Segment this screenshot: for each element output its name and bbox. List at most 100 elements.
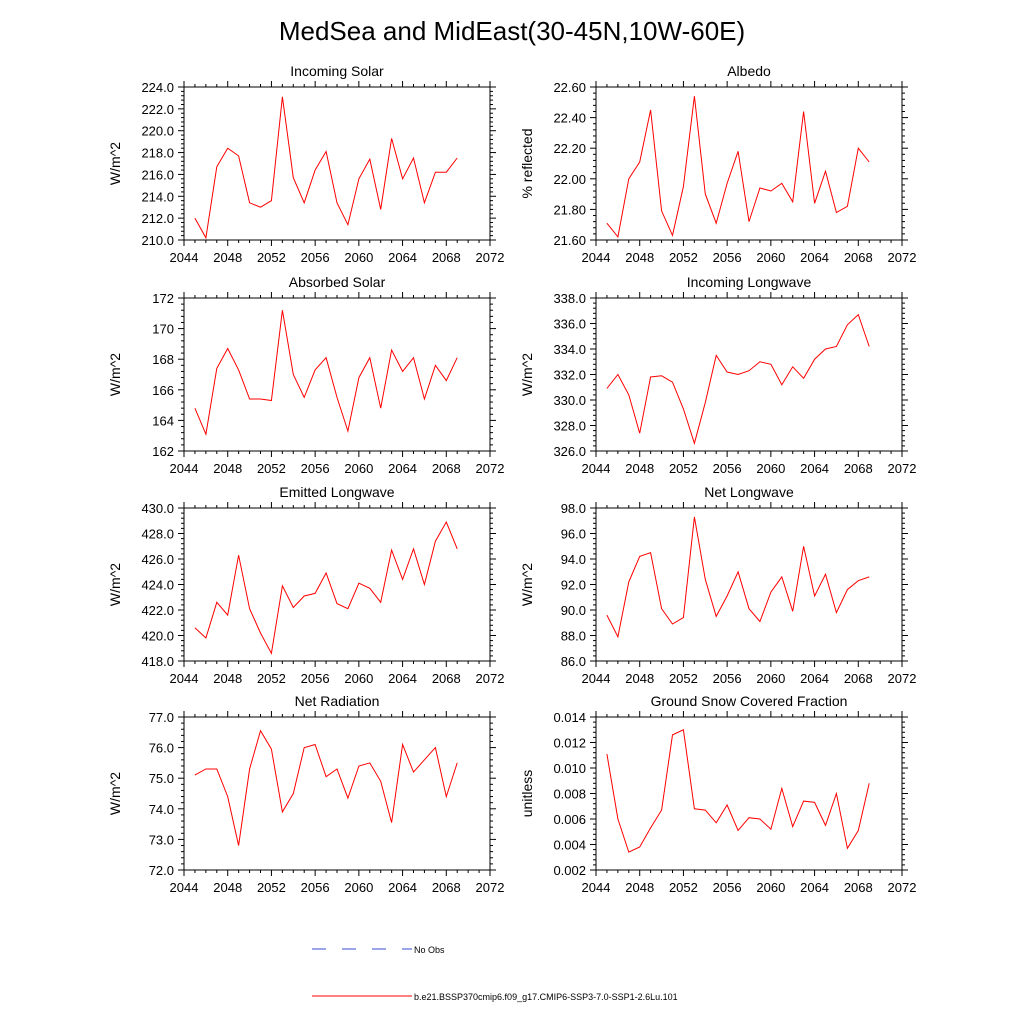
- panels-group: Incoming Solar W/m^2 2044 2048 2052 2056 2060 2…: [107, 63, 916, 895]
- x-tick-label: 2060: [756, 250, 785, 265]
- x-tick-label: 2052: [669, 880, 698, 895]
- x-tick-label: 2060: [756, 880, 785, 895]
- x-tick-label: 2052: [257, 671, 286, 686]
- y-tick-label: 428.0: [141, 527, 174, 542]
- y-tick-label: 334.0: [553, 342, 586, 357]
- y-tick-label: 88.0: [561, 629, 586, 644]
- y-tick-label: 212.0: [141, 211, 174, 226]
- x-tick-label: 2056: [713, 250, 742, 265]
- y-tick-label: 77.0: [149, 710, 174, 725]
- series-line-0: [606, 313, 870, 446]
- y-axis-label: W/m^2: [107, 563, 123, 606]
- x-tick-label: 2056: [713, 671, 742, 686]
- y-tick-label: 94.0: [561, 552, 586, 567]
- x-tick-label: 2052: [669, 250, 698, 265]
- x-tick-label: 2048: [213, 250, 242, 265]
- x-tick-label: 2044: [582, 461, 611, 476]
- y-tick-label: 0.012: [553, 736, 586, 751]
- chart-panel-2: Absorbed Solar W/m^2 2044 2048 2052 2056 2060 2…: [107, 274, 504, 476]
- x-tick-label: 2044: [170, 880, 199, 895]
- y-tick-label: 76.0: [149, 741, 174, 756]
- y-tick-label: 216.0: [141, 167, 174, 182]
- y-tick-label: 218.0: [141, 146, 174, 161]
- y-tick-label: 0.002: [553, 863, 586, 878]
- x-tick-label: 2060: [344, 880, 373, 895]
- x-tick-label: 2056: [301, 250, 330, 265]
- y-tick-label: 22.40: [553, 111, 586, 126]
- series-line-0: [194, 96, 458, 240]
- x-tick-label: 2048: [625, 461, 654, 476]
- plot-frame: [183, 86, 491, 241]
- y-axis-label: W/m^2: [519, 563, 535, 606]
- y-tick-label: 330.0: [553, 393, 586, 408]
- x-tick-label: 2068: [432, 461, 461, 476]
- y-tick-label: 430.0: [141, 501, 174, 516]
- x-tick-label: 2044: [170, 671, 199, 686]
- y-tick-label: 0.008: [553, 787, 586, 802]
- x-tick-label: 2052: [257, 461, 286, 476]
- y-tick-label: 21.80: [553, 202, 586, 217]
- plot-frame: [595, 716, 903, 871]
- legend-model-label: b.e21.BSSP370cmip6.f09_g17.CMIP6-SSP3-7.…: [414, 992, 678, 1002]
- y-tick-label: 73.0: [149, 832, 174, 847]
- series-line-0: [606, 96, 870, 239]
- x-tick-label: 2048: [625, 671, 654, 686]
- x-tick-label: 2064: [800, 671, 829, 686]
- chart-panel-7: Ground Snow Covered Fraction unitless 2044…: [519, 693, 916, 895]
- x-tick-label: 2064: [800, 250, 829, 265]
- x-tick-label: 2060: [344, 461, 373, 476]
- chart-panel-4: Emitted Longwave W/m^2 2044 2048 2052 2056 206…: [107, 484, 504, 686]
- x-tick-label: 2052: [669, 671, 698, 686]
- chart-panel-6: Net Radiation W/m^2 2044 2048 2052 2056 2060 20…: [107, 693, 504, 895]
- chart-panel-0: Incoming Solar W/m^2 2044 2048 2052 2056 2060 2…: [107, 63, 504, 265]
- x-tick-label: 2060: [756, 461, 785, 476]
- y-tick-label: 338.0: [553, 291, 586, 306]
- series-line-0: [194, 310, 458, 436]
- y-tick-label: 90.0: [561, 603, 586, 618]
- y-axis-label: W/m^2: [107, 772, 123, 815]
- x-tick-label: 2068: [432, 671, 461, 686]
- x-tick-label: 2064: [388, 250, 417, 265]
- x-tick-label: 2056: [301, 461, 330, 476]
- y-tick-label: 420.0: [141, 629, 174, 644]
- x-tick-label: 2056: [713, 461, 742, 476]
- y-tick-label: 22.20: [553, 141, 586, 156]
- y-axis-label: W/m^2: [107, 353, 123, 396]
- x-tick-label: 2044: [170, 461, 199, 476]
- x-tick-label: 2048: [213, 880, 242, 895]
- x-tick-label: 2044: [582, 671, 611, 686]
- y-tick-label: 22.00: [553, 172, 586, 187]
- chart-panel-1: Albedo % reflected 2044 2048 2052 2056 2060 206…: [519, 63, 916, 265]
- x-tick-label: 2064: [800, 880, 829, 895]
- x-tick-label: 2072: [888, 880, 917, 895]
- x-tick-label: 2064: [388, 461, 417, 476]
- y-tick-label: 0.004: [553, 838, 586, 853]
- series-line-0: [194, 729, 458, 846]
- x-tick-label: 2052: [257, 250, 286, 265]
- x-tick-label: 2068: [844, 880, 873, 895]
- y-tick-label: 326.0: [553, 444, 586, 459]
- y-tick-label: 172: [152, 291, 174, 306]
- y-tick-label: 164: [152, 413, 174, 428]
- y-tick-label: 328.0: [553, 419, 586, 434]
- y-tick-label: 98.0: [561, 501, 586, 516]
- panel-title: Albedo: [727, 63, 771, 79]
- series-line-0: [194, 520, 458, 655]
- y-tick-label: 96.0: [561, 527, 586, 542]
- x-tick-label: 2072: [476, 880, 505, 895]
- x-tick-label: 2052: [669, 461, 698, 476]
- y-tick-label: 222.0: [141, 102, 174, 117]
- y-tick-label: 424.0: [141, 578, 174, 593]
- x-tick-label: 2068: [844, 461, 873, 476]
- x-tick-label: 2064: [388, 880, 417, 895]
- x-tick-label: 2048: [625, 250, 654, 265]
- plot-frame: [183, 507, 491, 662]
- panel-title: Net Longwave: [704, 484, 794, 500]
- series-line-0: [606, 729, 870, 853]
- x-tick-label: 2056: [301, 880, 330, 895]
- x-tick-label: 2072: [888, 461, 917, 476]
- panel-title: Emitted Longwave: [279, 484, 394, 500]
- x-tick-label: 2072: [888, 671, 917, 686]
- panel-title: Net Radiation: [295, 693, 380, 709]
